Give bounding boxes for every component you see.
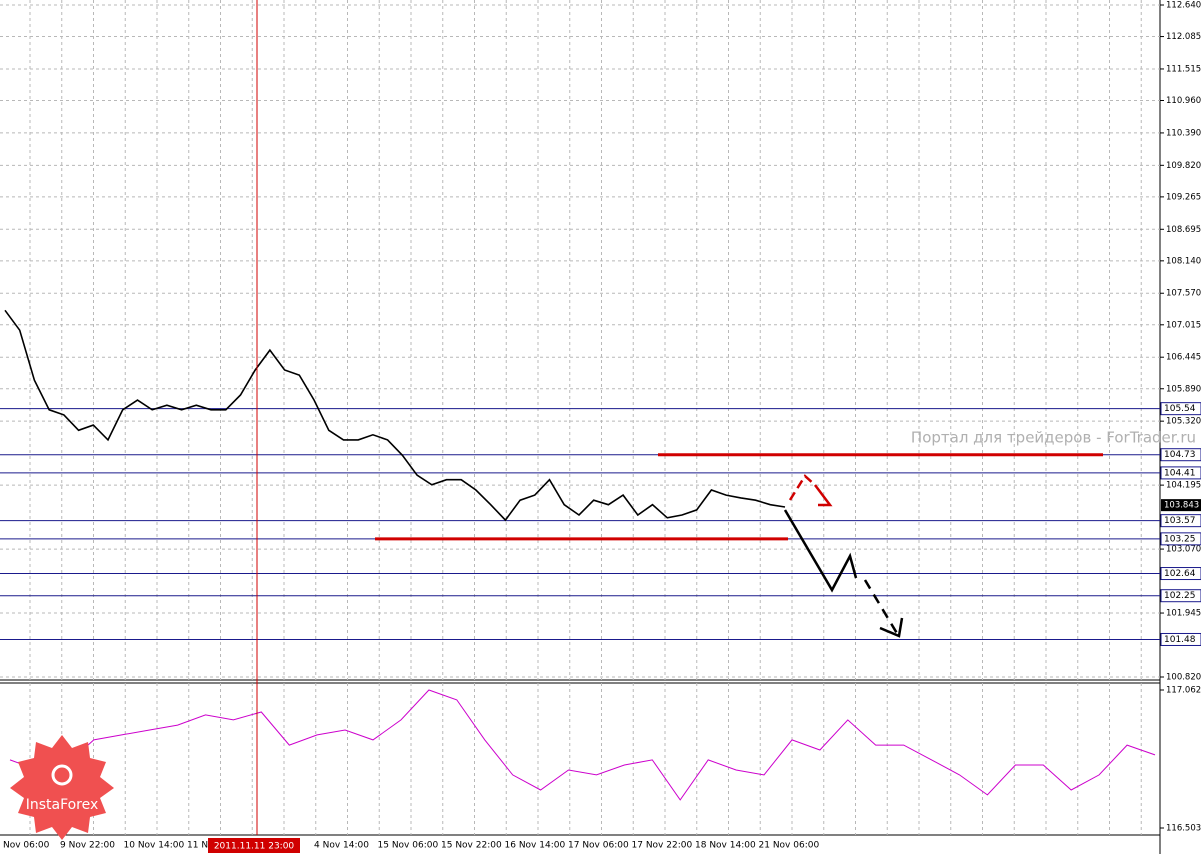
y-tick-label: 100.820 [1166,673,1201,683]
level-label-box [1160,589,1201,603]
y-tick-label: 110.390 [1166,128,1201,138]
y-tick-label: 111.515 [1166,64,1201,74]
level-label: 102.64 [1164,569,1196,579]
level-label: 105.54 [1164,404,1196,414]
x-tick-label: Nov 06:00 [3,841,50,851]
x-tick-label: 15 Nov 22:00 [441,841,502,851]
level-label: 104.73 [1164,450,1196,460]
y-tick-label: 107.570 [1166,289,1201,299]
y-tick-label: 117.062 [1166,686,1201,696]
watermark: Портал для трейдеров - ForTrader.ru [911,429,1196,447]
cursor-label: 2011.11.11 23:00 [214,842,295,852]
level-label: 102.25 [1164,591,1196,601]
forecast-arrow [783,509,858,593]
x-tick-label: 17 Nov 06:00 [568,841,629,851]
x-tick-label: 21 Nov 06:00 [759,841,820,851]
y-tick-label: 105.320 [1166,417,1201,427]
level-label: 103.25 [1164,534,1196,544]
y-tick-label: 110.960 [1166,96,1201,106]
level-label-box [1160,632,1201,646]
y-tick-label: 109.820 [1166,161,1201,171]
alt-arrow-head [814,484,833,507]
level-label-box [1160,402,1201,416]
level-label-box [1160,567,1201,581]
level-label-box [1160,514,1201,528]
y-tick-label: 101.945 [1166,609,1201,619]
series-line [9,689,1156,801]
level-label-box [1160,532,1201,546]
grid [0,0,1160,835]
level-label: 103.57 [1164,516,1196,526]
x-tick-label: 17 Nov 22:00 [632,841,693,851]
series-line [4,309,786,522]
forecast-arrow [863,579,900,636]
x-tick-label: 9 Nov 22:00 [60,841,115,851]
level-label-box [1160,448,1201,462]
x-tick-label: 10 Nov 14:00 [124,841,185,851]
y-tick-label: 104.195 [1166,481,1201,491]
y-tick-label: 108.140 [1166,256,1201,266]
x-tick-label: 15 Nov 06:00 [378,841,439,851]
y-tick-label: 112.085 [1166,32,1201,42]
y-tick-label: 112.640 [1166,1,1201,11]
x-tick-label: 18 Nov 14:00 [695,841,756,851]
cursor-label-box [208,838,300,853]
x-tick-label: 16 Nov 14:00 [505,841,566,851]
x-tick-label: 11 N [187,841,208,851]
y-tick-label: 103.070 [1166,545,1201,555]
y-tick-label: 105.890 [1166,384,1201,394]
current-price-label: 103.843 [1164,501,1199,511]
y-tick-label: 106.445 [1166,353,1201,363]
current-price-box [1161,499,1201,512]
level-label-box [1160,466,1201,480]
y-tick-label: 116.503 [1166,824,1201,834]
alt-arrow [788,474,816,501]
level-label: 101.48 [1164,635,1196,645]
logo-text: InstaForex [26,797,99,813]
level-label: 104.41 [1164,468,1196,478]
y-tick-label: 107.015 [1166,320,1201,330]
x-tick-label: 4 Nov 14:00 [314,841,369,851]
y-tick-label: 109.265 [1166,192,1201,202]
arrow-head [879,617,904,638]
logo: InstaForex [10,735,114,840]
y-tick-label: 108.695 [1166,225,1201,235]
